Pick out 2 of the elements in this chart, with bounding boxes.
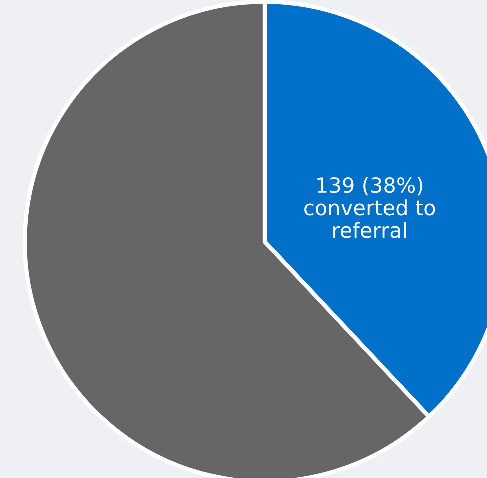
data-label: 139 (38%)	[318, 177, 423, 196]
slice-label: converted to referral	[304, 200, 436, 238]
